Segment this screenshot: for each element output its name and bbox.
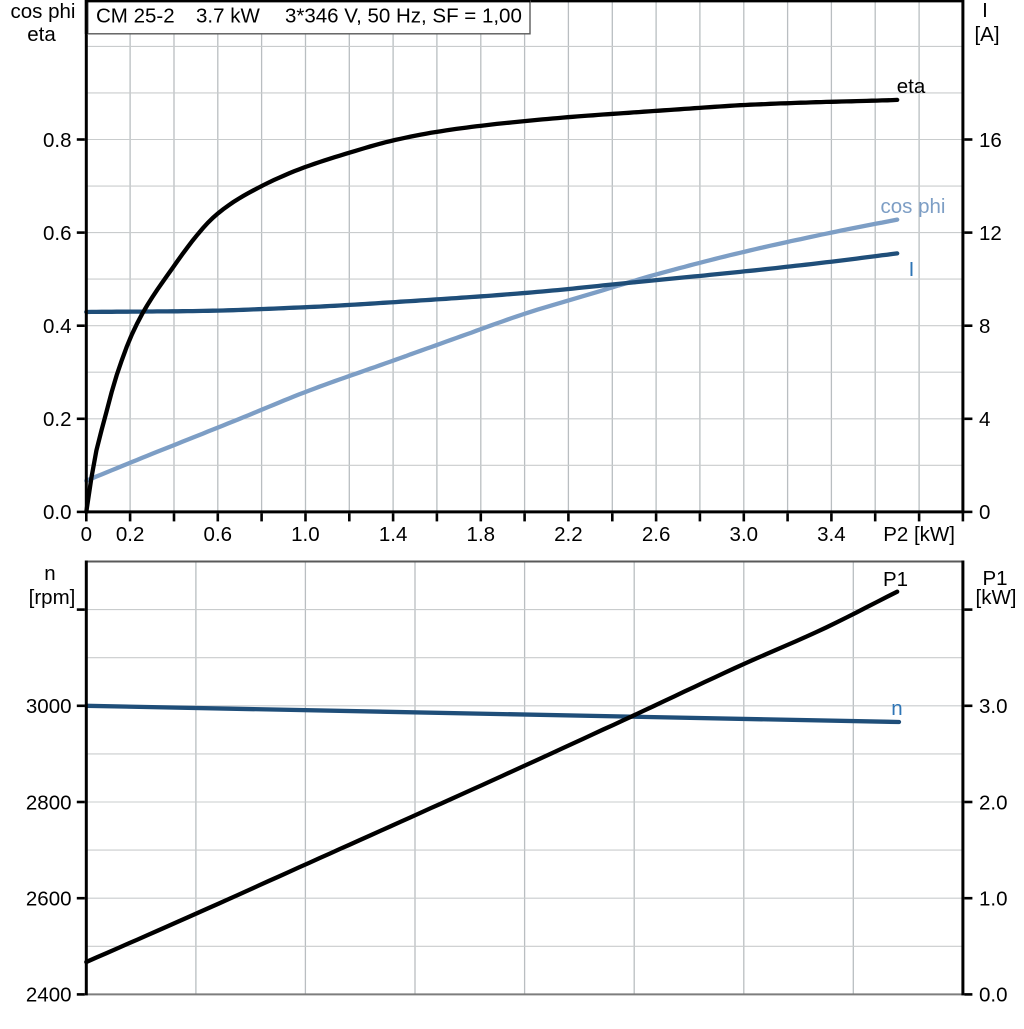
svg-text:0.4: 0.4 (43, 315, 72, 338)
svg-text:0.6: 0.6 (204, 523, 233, 546)
svg-text:0.0: 0.0 (979, 984, 1008, 1007)
svg-text:P1: P1 (883, 568, 908, 591)
svg-text:8: 8 (979, 315, 990, 338)
svg-text:1.0: 1.0 (291, 523, 320, 546)
svg-text:2.6: 2.6 (642, 523, 671, 546)
svg-text:2800: 2800 (26, 791, 72, 814)
svg-text:0.0: 0.0 (43, 501, 72, 524)
svg-text:cos phi: cos phi (881, 195, 946, 218)
svg-text:12: 12 (979, 222, 1002, 245)
svg-text:2.2: 2.2 (554, 523, 583, 546)
svg-text:[A]: [A] (974, 23, 999, 46)
svg-text:1.4: 1.4 (379, 523, 408, 546)
svg-text:eta: eta (897, 75, 926, 98)
svg-text:[rpm]: [rpm] (29, 586, 76, 609)
svg-text:3.7 kW: 3.7 kW (196, 5, 260, 28)
svg-text:1.8: 1.8 (467, 523, 496, 546)
svg-text:0: 0 (979, 501, 990, 524)
svg-text:3.0: 3.0 (979, 695, 1008, 718)
svg-text:cos phi: cos phi (11, 0, 76, 23)
svg-text:3000: 3000 (26, 695, 72, 718)
svg-text:0.2: 0.2 (116, 523, 145, 546)
svg-text:1.0: 1.0 (979, 888, 1008, 911)
svg-text:3.0: 3.0 (730, 523, 759, 546)
svg-text:I: I (909, 258, 915, 281)
svg-text:0: 0 (81, 523, 92, 546)
svg-text:0.8: 0.8 (43, 129, 72, 152)
svg-text:n: n (44, 562, 55, 585)
svg-text:4: 4 (979, 408, 990, 431)
svg-text:16: 16 (979, 129, 1002, 152)
svg-text:3*346 V, 50 Hz, SF = 1,00: 3*346 V, 50 Hz, SF = 1,00 (285, 5, 522, 28)
svg-text:eta: eta (27, 23, 56, 46)
svg-text:0.2: 0.2 (43, 408, 72, 431)
svg-text:2.0: 2.0 (979, 791, 1008, 814)
svg-text:3.4: 3.4 (817, 523, 846, 546)
svg-text:CM 25-2: CM 25-2 (96, 5, 175, 28)
svg-text:0.6: 0.6 (43, 222, 72, 245)
svg-text:2400: 2400 (26, 984, 72, 1007)
svg-text:[kW]: [kW] (976, 586, 1017, 609)
svg-text:P2 [kW]: P2 [kW] (883, 523, 955, 546)
svg-text:2600: 2600 (26, 888, 72, 911)
svg-text:P1: P1 (982, 567, 1007, 590)
svg-text:I: I (982, 0, 988, 22)
svg-text:n: n (891, 697, 902, 720)
